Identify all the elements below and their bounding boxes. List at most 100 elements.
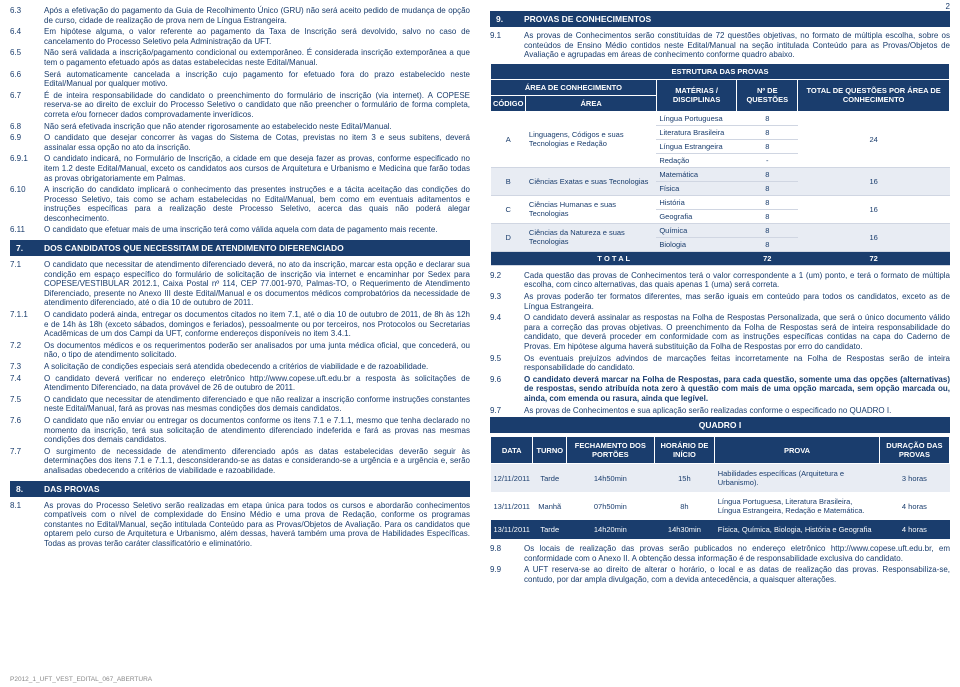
- item-num: 9.3: [490, 292, 524, 311]
- item-num: 9.5: [490, 354, 524, 373]
- cell-total-b: 72: [798, 251, 950, 265]
- list-item: 9.5Os eventuais prejuízos advindos de ma…: [490, 354, 950, 373]
- list-item: 6.5Não será validada a inscrição/pagamen…: [10, 48, 470, 67]
- item-num: 6.5: [10, 48, 44, 67]
- quadro-cell: Tarde: [533, 464, 567, 493]
- quadro-title: QUADRO I: [490, 417, 950, 433]
- struct-h1b: ÁREA: [526, 95, 656, 111]
- quadro-header-cell: TURNO: [533, 437, 567, 464]
- item-text: As provas poderão ter formatos diferente…: [524, 292, 950, 311]
- item-text: O surgimento de necessidade de atendimen…: [44, 447, 470, 476]
- quadro-header-cell: PROVA: [715, 437, 880, 464]
- item-num: 7.5: [10, 395, 44, 414]
- quadro-header-cell: DATA: [491, 437, 533, 464]
- section-8-header: 8. DAS PROVAS: [10, 481, 470, 497]
- list-item: 7.6O candidato que não enviar ou entrega…: [10, 416, 470, 445]
- item-num: 9.4: [490, 313, 524, 351]
- item-text: O candidato que necessitar de atendiment…: [44, 260, 470, 308]
- quadro-row: 13/11/2011Manhã07h50min8hLíngua Portugue…: [491, 492, 950, 520]
- cell-area: Ciências da Natureza e suas Tecnologias: [526, 223, 656, 251]
- list-item: 6.11O candidato que efetuar mais de uma …: [10, 225, 470, 235]
- table-row: ALinguagens, Códigos e suas Tecnologias …: [491, 111, 950, 125]
- item-text: O candidato que desejar concorrer às vag…: [44, 133, 470, 152]
- quadro-cell: 12/11/2011: [491, 464, 533, 493]
- cell-nq: 8: [737, 237, 798, 251]
- list-item: 9.3As provas poderão ter formatos difere…: [490, 292, 950, 311]
- item-text: Será automaticamente cancelada a inscriç…: [44, 70, 470, 89]
- quadro-cell: 14h50min: [567, 464, 654, 493]
- quadro-cell: 4 horas: [879, 492, 949, 520]
- section-9-header: 9. PROVAS DE CONHECIMENTOS: [490, 11, 950, 27]
- quadro-cell: Língua Portuguesa, Literatura Brasileira…: [715, 492, 880, 520]
- list-item: 6.9.1O candidato indicará, no Formulário…: [10, 154, 470, 183]
- struct-h1a: CÓDIGO: [491, 95, 526, 111]
- cell-total: 16: [798, 195, 950, 223]
- item-text: O candidato deverá verificar no endereço…: [44, 374, 470, 393]
- item-num: 7.2: [10, 341, 44, 360]
- item-text: As provas de Conhecimentos e sua aplicaç…: [524, 406, 950, 416]
- cell-total-label: T O T A L: [491, 251, 737, 265]
- cell-nq: 8: [737, 139, 798, 153]
- cell-nq: 8: [737, 167, 798, 181]
- section-7-title: DOS CANDIDATOS QUE NECESSITAM DE ATENDIM…: [44, 243, 464, 253]
- list-item: 7.1.1O candidato poderá ainda, entregar …: [10, 310, 470, 339]
- quadro-cell: 13/11/2011: [491, 492, 533, 520]
- item-num: 7.7: [10, 447, 44, 476]
- list-item: 6.7É de inteira responsabilidade do cand…: [10, 91, 470, 120]
- item-num: 7.4: [10, 374, 44, 393]
- cell-disc: Biologia: [656, 237, 737, 251]
- cell-nq: 8: [737, 181, 798, 195]
- item-num: 7.3: [10, 362, 44, 372]
- cell-total: 16: [798, 223, 950, 251]
- cell-disc: Geografia: [656, 209, 737, 223]
- cell-total-a: 72: [737, 251, 798, 265]
- item-num: 9.1: [490, 31, 524, 60]
- quadro-row: 13/11/2011Tarde14h20min14h30minFísica, Q…: [491, 520, 950, 539]
- item-num: 6.4: [10, 27, 44, 46]
- cell-disc: Química: [656, 223, 737, 237]
- quadro-cell: Manhã: [533, 492, 567, 520]
- item-num: 6.11: [10, 225, 44, 235]
- section-8-title: DAS PROVAS: [44, 484, 464, 494]
- cell-code: D: [491, 223, 526, 251]
- quadro-cell: 3 horas: [879, 464, 949, 493]
- list-item: 6.6Será automaticamente cancelada a insc…: [10, 70, 470, 89]
- item-text: Não será efetivada inscrição que não ate…: [44, 122, 470, 132]
- cell-code: A: [491, 111, 526, 167]
- cell-nq: -: [737, 153, 798, 167]
- list-item: 7.7O surgimento de necessidade de atendi…: [10, 447, 470, 476]
- quadro-header-cell: DURAÇÃO DAS PROVAS: [879, 437, 949, 464]
- cell-disc: Língua Estrangeira: [656, 139, 737, 153]
- quadro-header-cell: HORÁRIO DE INÍCIO: [654, 437, 715, 464]
- item-num: 6.9.1: [10, 154, 44, 183]
- item-text: A solicitação de condições especiais ser…: [44, 362, 470, 372]
- cell-nq: 8: [737, 195, 798, 209]
- cell-disc: Física: [656, 181, 737, 195]
- item-num: 6.10: [10, 185, 44, 223]
- list-item: 7.1O candidato que necessitar de atendim…: [10, 260, 470, 308]
- item-num: 6.8: [10, 122, 44, 132]
- cell-disc: Língua Portuguesa: [656, 111, 737, 125]
- item-num: 7.1.1: [10, 310, 44, 339]
- quadro-cell: Física, Química, Biologia, História e Ge…: [715, 520, 880, 539]
- footer-code: P2012_1_UFT_VEST_EDITAL_067_ABERTURA: [10, 676, 152, 683]
- cell-total: 16: [798, 167, 950, 195]
- item-num: 9.8: [490, 544, 524, 563]
- section-7-num: 7.: [16, 243, 44, 253]
- cell-area: Ciências Exatas e suas Tecnologias: [526, 167, 656, 195]
- item-text: A UFT reserva-se ao direito de alterar o…: [524, 565, 950, 584]
- quadro-cell: 07h50min: [567, 492, 654, 520]
- item-text: Cada questão das provas de Conhecimentos…: [524, 271, 950, 290]
- cell-total: 24: [798, 111, 950, 167]
- item-num: 6.3: [10, 6, 44, 25]
- item-text: Não será validada a inscrição/pagamento …: [44, 48, 470, 67]
- table-row: BCiências Exatas e suas TecnologiasMatem…: [491, 167, 950, 181]
- item-num: 6.7: [10, 91, 44, 120]
- item-text: O candidato que efetuar mais de uma insc…: [44, 225, 470, 235]
- quadro-cell: 14h20min: [567, 520, 654, 539]
- list-item: 9.2Cada questão das provas de Conhecimen…: [490, 271, 950, 290]
- struct-h4: TOTAL DE QUESTÕES POR ÁREA DE CONHECIMEN…: [798, 79, 950, 111]
- item-text: O candidato que necessitar de atendiment…: [44, 395, 470, 414]
- item-text: O candidato poderá ainda, entregar os do…: [44, 310, 470, 339]
- item-text: O candidato deverá marcar na Folha de Re…: [524, 375, 950, 404]
